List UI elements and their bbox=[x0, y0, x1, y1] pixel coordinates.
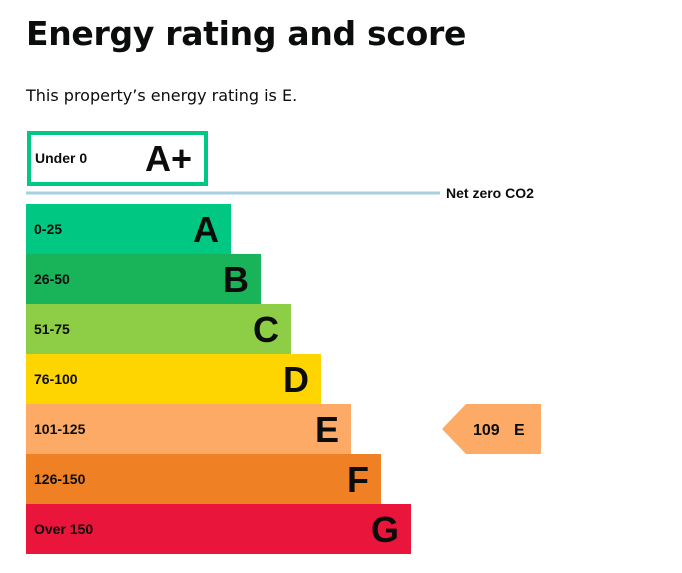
band-a-letter: A bbox=[193, 209, 219, 250]
band-b-bar bbox=[26, 254, 261, 304]
band-a-plus-range: Under 0 bbox=[35, 150, 87, 166]
current-rating-letter: E bbox=[514, 422, 525, 439]
band-f-bar bbox=[26, 454, 381, 504]
band-g-bar bbox=[26, 504, 411, 554]
band-b-letter: B bbox=[223, 259, 249, 300]
band-c-bar bbox=[26, 304, 291, 354]
band-a-bar bbox=[26, 204, 231, 254]
band-d-range: 76-100 bbox=[34, 371, 78, 387]
band-a-plus-bar bbox=[27, 131, 208, 186]
band-f-range: 126-150 bbox=[34, 471, 86, 487]
net-zero-label: Net zero CO2 bbox=[446, 185, 534, 201]
band-b-range: 26-50 bbox=[34, 271, 70, 287]
band-c-range: 51-75 bbox=[34, 321, 70, 337]
band-f-letter: F bbox=[347, 459, 369, 500]
current-rating-score: 109 bbox=[473, 422, 500, 439]
band-g-range: Over 150 bbox=[34, 521, 93, 537]
band-d-bar bbox=[26, 354, 321, 404]
rating-summary: This property’s energy rating is E. bbox=[26, 86, 298, 105]
band-a-range: 0-25 bbox=[34, 221, 62, 237]
band-e-bar bbox=[26, 404, 351, 454]
band-g-letter: G bbox=[371, 509, 399, 550]
page-title: Energy rating and score bbox=[26, 14, 467, 53]
current-rating-pointer bbox=[442, 404, 541, 454]
band-e-range: 101-125 bbox=[34, 421, 86, 437]
band-d-letter: D bbox=[283, 359, 309, 400]
band-e-letter: E bbox=[315, 409, 339, 450]
band-a-plus-letter: A+ bbox=[145, 138, 192, 179]
band-c-letter: C bbox=[253, 309, 279, 350]
